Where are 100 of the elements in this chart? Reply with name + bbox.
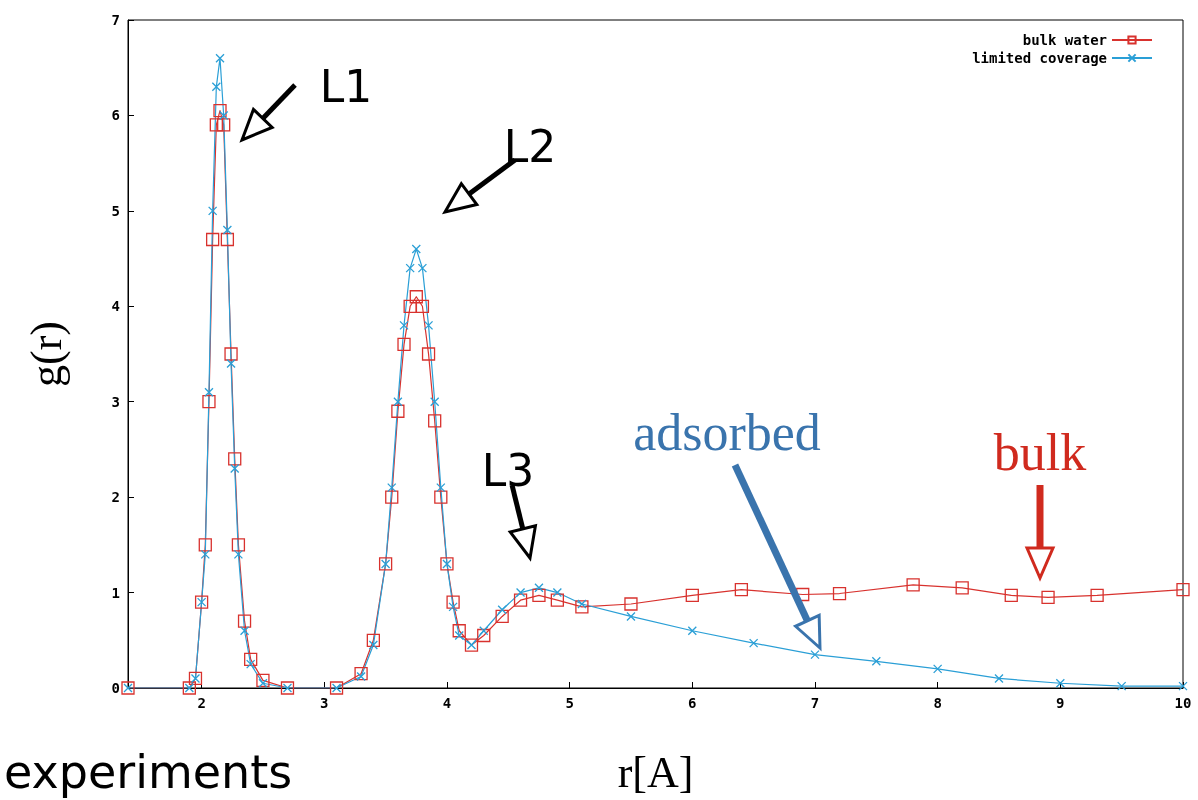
x-tick-label: 10 (1174, 695, 1192, 711)
point (219, 110, 229, 121)
point (228, 452, 242, 466)
x-tick-label: 5 (565, 695, 574, 711)
point (198, 538, 212, 552)
point (446, 595, 460, 609)
annotation: L1 (319, 61, 373, 112)
point (213, 104, 227, 118)
annotation: L2 (503, 121, 557, 172)
point (477, 628, 491, 643)
point (1055, 678, 1065, 688)
point (994, 673, 1004, 684)
x-tick-label: 6 (688, 695, 697, 711)
point (687, 626, 697, 636)
y-tick-label: 6 (111, 107, 120, 124)
point (215, 53, 225, 63)
point (497, 605, 507, 615)
point (575, 600, 589, 614)
point (217, 118, 231, 132)
point (417, 263, 428, 273)
point (423, 320, 434, 331)
point (832, 586, 847, 601)
point (734, 583, 749, 597)
legend-label: limited coverage (972, 50, 1107, 66)
point (1004, 588, 1018, 603)
point (387, 482, 397, 493)
point (220, 232, 235, 247)
point (391, 404, 405, 418)
point (397, 337, 411, 352)
y-tick-label: 0 (111, 680, 120, 696)
legend-label: bulk water (1022, 32, 1107, 48)
point (246, 659, 256, 669)
point (748, 638, 759, 648)
point (495, 609, 509, 624)
point (354, 667, 368, 681)
point (871, 656, 881, 666)
point (415, 299, 430, 313)
point (448, 602, 458, 612)
point (226, 358, 236, 369)
point (209, 118, 223, 132)
y-tick-label: 4 (111, 298, 120, 315)
point (409, 290, 423, 304)
point (231, 538, 246, 552)
point (211, 82, 221, 92)
x-tick-label: 2 (197, 695, 206, 711)
point (202, 395, 216, 409)
point (434, 490, 448, 504)
point (1090, 588, 1104, 603)
point (206, 232, 220, 247)
point (685, 588, 699, 603)
point (368, 640, 378, 650)
point (454, 630, 464, 641)
point (1176, 583, 1190, 597)
x-axis-title: r[A] (617, 747, 694, 797)
x-tick-label: 7 (810, 695, 820, 711)
point (515, 587, 526, 598)
point (436, 482, 446, 493)
point (385, 490, 399, 504)
x-tick-label: 3 (320, 695, 329, 711)
point (552, 587, 563, 598)
point (405, 263, 415, 273)
point (626, 611, 636, 622)
point (393, 397, 403, 407)
x-tick-label: 4 (442, 695, 452, 711)
point (403, 299, 417, 313)
annotation: L3 (481, 445, 535, 496)
point (577, 599, 587, 609)
point (1041, 590, 1055, 604)
point (366, 633, 380, 647)
text: experiments (4, 745, 293, 799)
y-tick-label: 2 (111, 489, 120, 506)
x-tick-label: 8 (933, 695, 942, 711)
point (532, 588, 546, 603)
point (933, 664, 943, 674)
point (356, 671, 366, 682)
point (906, 578, 920, 592)
y-tick-label: 3 (111, 393, 120, 410)
point (513, 593, 528, 607)
point (258, 678, 268, 688)
point (237, 614, 252, 628)
y-tick-label: 5 (111, 202, 120, 219)
point (810, 649, 820, 660)
y-tick-label: 1 (111, 584, 120, 601)
point (222, 225, 233, 235)
x-tick-label: 9 (1056, 695, 1065, 711)
annotation: adsorbed (633, 404, 821, 461)
point (224, 347, 238, 361)
point (430, 397, 440, 407)
point (955, 581, 969, 595)
point (534, 583, 544, 593)
point (230, 463, 240, 474)
point (399, 320, 409, 331)
point (1117, 681, 1127, 691)
annotation: bulk (993, 424, 1087, 481)
point (204, 387, 214, 397)
point (550, 593, 565, 607)
point (256, 673, 270, 688)
point (452, 624, 466, 638)
point (239, 626, 250, 636)
point (624, 597, 638, 611)
